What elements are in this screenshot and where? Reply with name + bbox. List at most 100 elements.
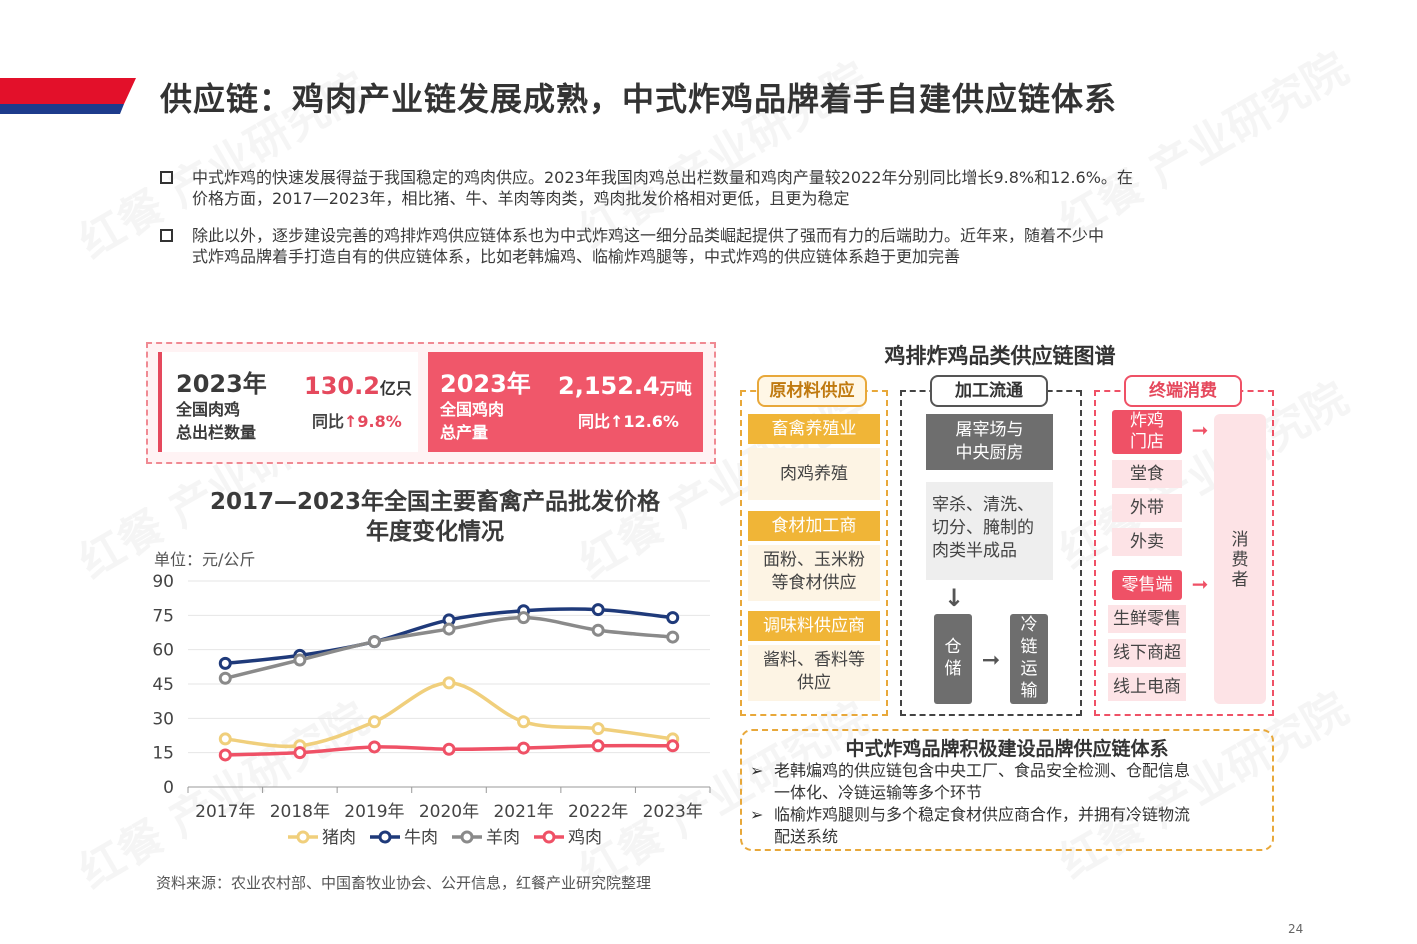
data-point [517,715,531,729]
retail-box: 零售端 [1112,570,1182,600]
down-arrow-icon: ↓ [943,584,965,612]
group-label: 食材加工商 [748,511,880,541]
group-desc: 酱料、香料等 供应 [748,645,880,701]
data-point [293,746,307,760]
central-kitchen-box: 屠宰场与 中央厨房 [926,414,1053,470]
chart-unit-label: 单位：元/公斤 [154,550,256,569]
y-tick-label: 15 [152,744,174,764]
data-point [218,671,232,685]
data-point [218,748,232,762]
watermark: 红餐 产业研究院 [1051,42,1357,249]
x-tick-label: 2017年 [195,802,255,822]
kpi-chicken-count: 2023年 全国肉鸡 总出栏数量 130.2亿只 同比↑9.8% [158,352,418,452]
legend-marker [378,830,392,844]
data-point [218,732,232,746]
chart-title: 2017—2023年全国主要畜禽产品批发价格 年度变化情况 [209,489,661,545]
group-label: 调味料供应商 [748,611,880,641]
y-tick-label: 60 [152,641,174,661]
up-arrow-icon: ↑ [344,412,358,431]
right-arrow-icon: ➞ [981,648,1001,673]
header-accent-bar [0,78,136,114]
right-arrow-icon: ➞ [1191,418,1209,442]
kpi-unit: 亿只 [379,379,412,398]
price-line-chart: 0 15 30 45 60 75 90 2017年 2018年 2019年 2020年 2021年 20… [152,572,711,848]
kpi-unit: 万吨 [659,379,692,398]
legend-marker [460,830,474,844]
right-arrow-icon: ➞ [1191,572,1209,596]
square-bullet-icon [160,171,173,184]
legend-label: 羊肉 [486,828,520,848]
legend-marker [296,830,310,844]
data-point [367,635,381,649]
source-note: 资料来源：农业农村部、中国畜牧业协会、公开信息，红餐产业研究院整理 [156,874,652,892]
retail-item: 生鲜零售 [1108,605,1186,633]
consumer-box: 消 费 者 [1214,414,1266,704]
data-point [591,603,605,617]
data-point [293,653,307,667]
y-tick-label: 90 [152,572,174,592]
process-desc: 宰杀、清洗、 切分、腌制的 肉类半成品 [926,482,1053,580]
store-box: 炸鸡 门店 [1112,410,1182,454]
legend-label: 鸡肉 [568,828,602,848]
y-tick-label: 75 [152,606,174,626]
data-point [591,623,605,637]
x-tick-label: 2021年 [493,802,553,822]
page-number: 24 [1288,922,1304,936]
group-desc: 肉鸡养殖 [748,448,880,500]
retail-item: 线上电商 [1108,673,1186,701]
store-item: 堂食 [1112,460,1182,488]
series-line [225,681,673,749]
data-point [517,741,531,755]
data-point [218,656,232,670]
raw-material-header: 原材料供应 [757,375,867,407]
kpi-yoy-label: 同比 [312,412,345,431]
group-label: 畜禽养殖业 [748,414,880,444]
data-point [442,622,456,636]
kpi-label: 总出栏数量 [176,423,257,442]
up-arrow-icon: ↑ [610,412,624,431]
page-title: 供应链：鸡肉产业链发展成熟，中式炸鸡品牌着手自建供应链体系 [160,80,1118,118]
kpi-yoy-value: 9.8% [357,412,402,431]
data-point [666,630,680,644]
x-tick-label: 2022年 [568,802,628,822]
kpi-label: 全国肉鸡 [176,400,241,419]
kpi-value: 130.2 [304,372,380,400]
kpi-year: 2023年 [440,370,531,398]
data-point [517,611,531,625]
y-tick-label: 0 [163,778,174,798]
kpi-value: 2,152.4 [558,372,660,400]
group-desc: 面粉、玉米粉 等食材供应 [748,545,880,601]
kpi-chicken-output: 2023年 全国鸡肉 总产量 2,152.4万吨 同比↑12.6% [428,352,703,452]
supply-chain-title: 鸡排炸鸡品类供应链图谱 [884,344,1116,368]
bullet-paragraph: 除此以外，逐步建设完善的鸡排炸鸡供应链体系也为中式炸鸡这一细分品类崛起提供了强而… [160,225,1270,267]
arrow-bullet-icon: ➢ [750,761,764,780]
cold-chain-box: 冷 链 运 输 [1010,614,1048,704]
store-item: 外带 [1112,494,1182,522]
y-tick-label: 45 [152,675,174,695]
kpi-yoy-label: 同比 [578,412,611,431]
kpi-label: 总产量 [440,423,489,442]
brand-supply-chain-box [740,729,1274,851]
store-item: 外卖 [1112,528,1182,556]
legend-label: 猪肉 [322,828,356,848]
processing-header: 加工流通 [930,375,1048,407]
square-bullet-icon [160,229,173,242]
data-point [442,742,456,756]
brand-item: ➢ 临榆炸鸡腿则与多个稳定食材供应商合作，并拥有冷链物流 配送系统 [750,805,1191,846]
retail-item: 线下商超 [1108,639,1186,667]
x-tick-label: 2020年 [419,802,479,822]
x-tick-label: 2018年 [270,802,330,822]
legend-label: 牛肉 [404,828,438,848]
brand-box-title: 中式炸鸡品牌积极建设品牌供应链体系 [845,738,1169,760]
brand-item: ➢ 老韩煸鸡的供应链包含中央工厂、食品安全检测、仓配信息 一体化、冷链运输等多个… [750,761,1191,802]
storage-box: 仓 储 [934,614,972,704]
data-point [367,740,381,754]
legend-marker [542,830,556,844]
x-tick-label: 2019年 [344,802,404,822]
kpi-yoy-value: 12.6% [623,412,679,431]
y-tick-label: 30 [152,709,174,729]
kpi-label: 全国鸡肉 [440,400,505,419]
bullet-paragraph: 中式炸鸡的快速发展得益于我国稳定的鸡肉供应。2023年我国肉鸡总出栏数量和鸡肉产… [160,167,1270,209]
kpi-year: 2023年 [176,370,267,398]
terminal-header: 终端消费 [1124,375,1242,407]
